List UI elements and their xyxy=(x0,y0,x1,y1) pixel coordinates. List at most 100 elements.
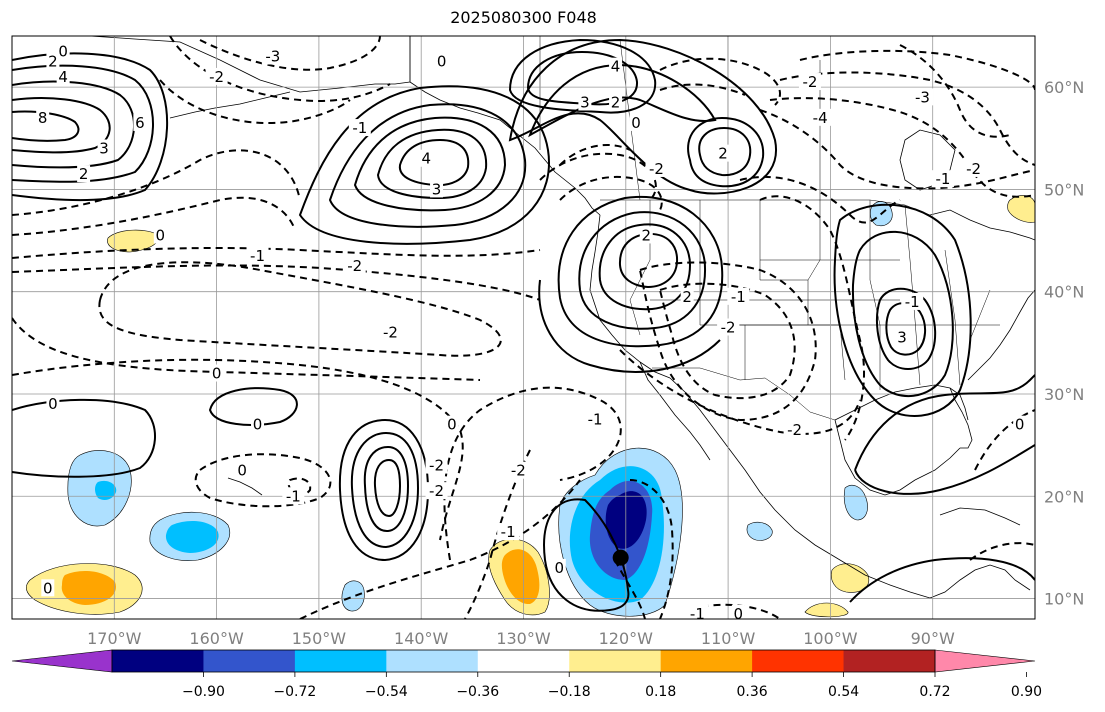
contour-positive xyxy=(849,557,1035,603)
contour-label-background xyxy=(36,108,50,126)
contour-label: 0 xyxy=(734,605,744,623)
contour-label-background xyxy=(497,523,520,541)
colorbar-segment xyxy=(660,650,753,672)
contour-label: 2 xyxy=(718,145,728,163)
lat-tick-label: 60°N xyxy=(1044,78,1084,97)
contour-label: -3 xyxy=(265,47,280,65)
contour-label: 0 xyxy=(447,416,457,434)
contour-positive xyxy=(508,38,657,114)
contour-label: 6 xyxy=(135,114,145,132)
contour-positive xyxy=(833,203,972,417)
contour-label-background xyxy=(911,88,934,106)
contour-label: 0 xyxy=(48,395,58,413)
contour-label-background xyxy=(77,165,91,183)
contour-label: -4 xyxy=(813,109,828,127)
contour-label-background xyxy=(261,47,284,65)
lat-tick-label: 10°N xyxy=(1044,590,1084,609)
contour-label-background xyxy=(552,558,566,576)
contour-label: -1 xyxy=(690,605,705,623)
colorbar-extend-high xyxy=(934,649,1036,673)
contour-label: -1 xyxy=(250,247,265,265)
contour-positive xyxy=(298,85,550,245)
contour-label: -2 xyxy=(721,319,736,337)
contour-label: -2 xyxy=(649,160,664,178)
contour-negative xyxy=(739,176,901,224)
contour-label: 0 xyxy=(237,462,247,480)
contour-label-background xyxy=(153,226,167,244)
contour-label: -3 xyxy=(915,88,930,106)
shade-positive-area xyxy=(501,549,540,605)
contour-label-background xyxy=(798,73,821,91)
contour-label: -2 xyxy=(511,462,526,480)
contour-negative xyxy=(559,144,631,166)
contour-label: 0 xyxy=(43,579,53,597)
lon-tick-label: 150°W xyxy=(292,629,347,648)
coastline-gulf-north xyxy=(834,384,969,421)
contour-label: -2 xyxy=(383,324,398,342)
contour-label-background xyxy=(419,149,433,167)
contour-negative xyxy=(199,36,381,71)
contour-label-background xyxy=(629,113,643,131)
contour-negative xyxy=(969,542,1035,561)
contour-label-background xyxy=(783,420,806,438)
contour-negative xyxy=(159,79,351,124)
contour-label: -1 xyxy=(588,411,603,429)
colorbar-tick-label: −0.72 xyxy=(273,684,316,700)
contour-positive xyxy=(12,97,111,154)
coastline-layer xyxy=(12,36,1035,599)
colorbar-tick-label: 0.72 xyxy=(919,684,950,700)
contour-label: 4 xyxy=(611,58,621,76)
contour-negative xyxy=(12,264,541,301)
contour-label: 2 xyxy=(682,288,692,306)
contour-label: 4 xyxy=(58,68,68,86)
contour-negative xyxy=(638,261,817,422)
contour-label: 0 xyxy=(631,114,641,132)
contour-label-background xyxy=(609,93,623,111)
contour-positive xyxy=(376,128,488,200)
contour-label: -2 xyxy=(966,160,981,178)
lat-tick-label: 30°N xyxy=(1044,385,1084,404)
contour-positive xyxy=(526,50,639,106)
contour-label: -2 xyxy=(429,482,444,500)
contour-label-background xyxy=(56,42,70,60)
contour-positive xyxy=(528,63,717,138)
contour-label-background xyxy=(56,67,70,85)
contour-negative xyxy=(194,453,332,508)
map-title: 2025080300 F048 xyxy=(450,8,597,27)
contour-negative xyxy=(659,83,746,96)
contour-label-background xyxy=(717,318,740,336)
contour-label-background xyxy=(584,410,607,428)
map-frame xyxy=(11,35,1036,620)
lon-tick-label: 170°W xyxy=(87,629,142,648)
shade-negative-area xyxy=(165,520,219,553)
lat-tick-label: 40°N xyxy=(1044,283,1084,302)
contour-label-background xyxy=(1013,415,1027,433)
contour-positive xyxy=(875,287,937,370)
contour-label-background xyxy=(809,108,832,126)
border-us-canada xyxy=(600,199,931,216)
colorbar-outline xyxy=(111,649,936,673)
contour-label-background xyxy=(205,67,228,85)
contour-label-background xyxy=(645,159,668,177)
contour-positive xyxy=(578,211,707,330)
contour-label-background xyxy=(445,415,459,433)
lon-tick-label: 160°W xyxy=(189,629,244,648)
contour-negative xyxy=(98,261,502,357)
colorbar-segment xyxy=(752,650,845,672)
lat-tick-label: 50°N xyxy=(1044,180,1084,199)
colorbar-tick-label: 0.18 xyxy=(645,684,676,700)
shade-negative-area xyxy=(746,521,773,541)
contour-label-background xyxy=(731,604,745,619)
contour-positive xyxy=(328,103,527,228)
contour-negative xyxy=(799,49,1035,91)
contour-positive xyxy=(353,116,507,212)
colorbar-segment xyxy=(386,650,479,672)
longitude-axis: 170°W 160°W 150°W 140°W 130°W 120°W 110°W 100°W… xyxy=(87,629,955,648)
coastline-central-america xyxy=(929,564,1031,599)
contour-label: 0 xyxy=(156,226,166,244)
contour-label-background xyxy=(507,461,530,479)
contour-negative xyxy=(12,149,301,216)
lon-tick-label: 140°W xyxy=(394,629,449,648)
contour-positive xyxy=(12,398,157,478)
colorbar-segment xyxy=(569,650,662,672)
